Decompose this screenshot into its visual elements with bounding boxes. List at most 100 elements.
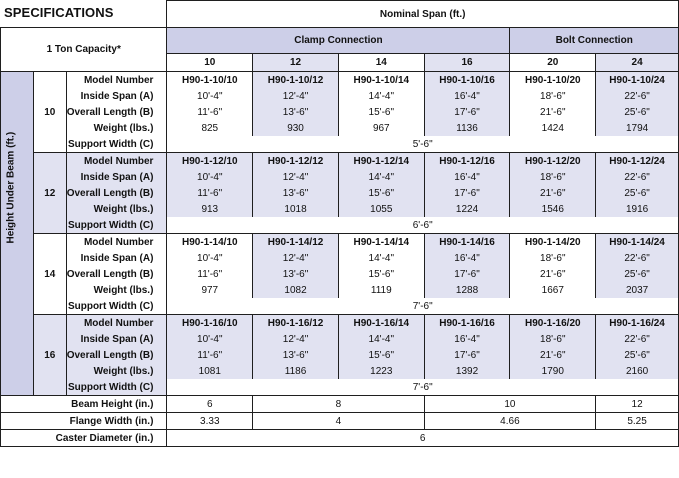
inside-span-cell: 12'-4" <box>252 169 339 185</box>
overall-length-cell: 11'-6" <box>166 266 254 282</box>
weight-cell: 1546 <box>509 201 597 217</box>
row-label: Overall Length (B) <box>65 104 168 120</box>
overall-length-cell: 13'-6" <box>252 266 339 282</box>
weight-cell: 1794 <box>595 120 679 136</box>
nominal-span-header: Nominal Span (ft.) <box>166 0 679 28</box>
flange-width-cell: 5.25 <box>595 412 679 430</box>
inside-span-cell: 22'-6" <box>595 331 679 347</box>
model-number-cell: H90-1-14/24 <box>595 233 679 250</box>
overall-length-cell: 21'-6" <box>509 347 597 363</box>
weight-cell: 1424 <box>509 120 597 136</box>
inside-span-cell: 16'-4" <box>423 88 511 104</box>
model-number-cell: H90-1-10/24 <box>595 71 679 88</box>
span-header: 12 <box>252 53 339 72</box>
row-label: Overall Length (B) <box>65 185 168 201</box>
overall-length-cell: 13'-6" <box>252 104 339 120</box>
inside-span-cell: 22'-6" <box>595 169 679 185</box>
overall-length-cell: 17'-6" <box>423 104 511 120</box>
bolt-connection-header: Bolt Connection <box>509 27 679 54</box>
overall-length-cell: 15'-6" <box>337 104 425 120</box>
row-label: Support Width (C) <box>65 298 168 315</box>
overall-length-cell: 15'-6" <box>337 347 425 363</box>
row-label: Weight (lbs.) <box>65 282 168 298</box>
caster-diameter-cell: 6 <box>166 429 679 447</box>
overall-length-cell: 21'-6" <box>509 185 597 201</box>
inside-span-cell: 10'-4" <box>166 169 254 185</box>
capacity-label: 1 Ton Capacity* <box>0 27 168 72</box>
height-value: 14 <box>32 233 67 315</box>
row-label: Support Width (C) <box>65 379 168 396</box>
overall-length-cell: 25'-6" <box>595 185 679 201</box>
row-label: Support Width (C) <box>65 217 168 234</box>
overall-length-cell: 17'-6" <box>423 347 511 363</box>
weight-cell: 1392 <box>423 363 511 379</box>
overall-length-cell: 17'-6" <box>423 266 511 282</box>
model-number-cell: H90-1-16/20 <box>509 314 597 331</box>
row-label: Model Number <box>65 314 168 331</box>
header-blank <box>0 0 168 28</box>
overall-length-cell: 13'-6" <box>252 185 339 201</box>
weight-cell: 1186 <box>252 363 339 379</box>
support-width-cell: 5'-6" <box>166 136 679 153</box>
beam-height-cell: 8 <box>252 395 425 413</box>
caster-diameter-label: Caster Diameter (in.) <box>0 429 168 447</box>
overall-length-cell: 25'-6" <box>595 104 679 120</box>
inside-span-cell: 22'-6" <box>595 250 679 266</box>
height-under-beam-text: Height Under Beam (ft.) <box>5 131 17 244</box>
weight-cell: 930 <box>252 120 339 136</box>
inside-span-cell: 16'-4" <box>423 331 511 347</box>
inside-span-cell: 16'-4" <box>423 250 511 266</box>
inside-span-cell: 18'-6" <box>509 169 597 185</box>
row-label: Model Number <box>65 71 168 88</box>
overall-length-cell: 11'-6" <box>166 347 254 363</box>
model-number-cell: H90-1-12/12 <box>252 152 339 169</box>
overall-length-cell: 21'-6" <box>509 104 597 120</box>
model-number-cell: H90-1-12/20 <box>509 152 597 169</box>
model-number-cell: H90-1-12/10 <box>166 152 254 169</box>
row-label: Overall Length (B) <box>65 266 168 282</box>
inside-span-cell: 12'-4" <box>252 250 339 266</box>
model-number-cell: H90-1-10/16 <box>423 71 511 88</box>
overall-length-cell: 15'-6" <box>337 266 425 282</box>
inside-span-cell: 14'-4" <box>337 331 425 347</box>
support-width-cell: 7'-6" <box>166 298 679 315</box>
inside-span-cell: 18'-6" <box>509 88 597 104</box>
beam-height-cell: 12 <box>595 395 679 413</box>
overall-length-cell: 25'-6" <box>595 266 679 282</box>
weight-cell: 2160 <box>595 363 679 379</box>
model-number-cell: H90-1-16/24 <box>595 314 679 331</box>
weight-cell: 1790 <box>509 363 597 379</box>
model-number-cell: H90-1-12/16 <box>423 152 511 169</box>
model-number-cell: H90-1-12/24 <box>595 152 679 169</box>
weight-cell: 977 <box>166 282 254 298</box>
inside-span-cell: 18'-6" <box>509 250 597 266</box>
height-value: 16 <box>32 314 67 396</box>
weight-cell: 1081 <box>166 363 254 379</box>
model-number-cell: H90-1-16/12 <box>252 314 339 331</box>
row-label: Weight (lbs.) <box>65 120 168 136</box>
model-number-cell: H90-1-14/16 <box>423 233 511 250</box>
inside-span-cell: 14'-4" <box>337 88 425 104</box>
row-label: Weight (lbs.) <box>65 201 168 217</box>
model-number-cell: H90-1-10/20 <box>509 71 597 88</box>
height-value: 12 <box>32 152 67 234</box>
model-number-cell: H90-1-14/10 <box>166 233 254 250</box>
inside-span-cell: 10'-4" <box>166 88 254 104</box>
overall-length-cell: 11'-6" <box>166 185 254 201</box>
inside-span-cell: 14'-4" <box>337 169 425 185</box>
weight-cell: 913 <box>166 201 254 217</box>
weight-cell: 1119 <box>337 282 425 298</box>
model-number-cell: H90-1-14/12 <box>252 233 339 250</box>
height-under-beam-label: Height Under Beam (ft.) <box>0 71 34 396</box>
weight-cell: 1018 <box>252 201 339 217</box>
row-label: Model Number <box>65 152 168 169</box>
overall-length-cell: 17'-6" <box>423 185 511 201</box>
weight-cell: 1916 <box>595 201 679 217</box>
row-label: Inside Span (A) <box>65 250 168 266</box>
span-header: 20 <box>509 53 597 72</box>
model-number-cell: H90-1-16/10 <box>166 314 254 331</box>
overall-length-cell: 11'-6" <box>166 104 254 120</box>
overall-length-cell: 13'-6" <box>252 347 339 363</box>
row-label: Inside Span (A) <box>65 169 168 185</box>
